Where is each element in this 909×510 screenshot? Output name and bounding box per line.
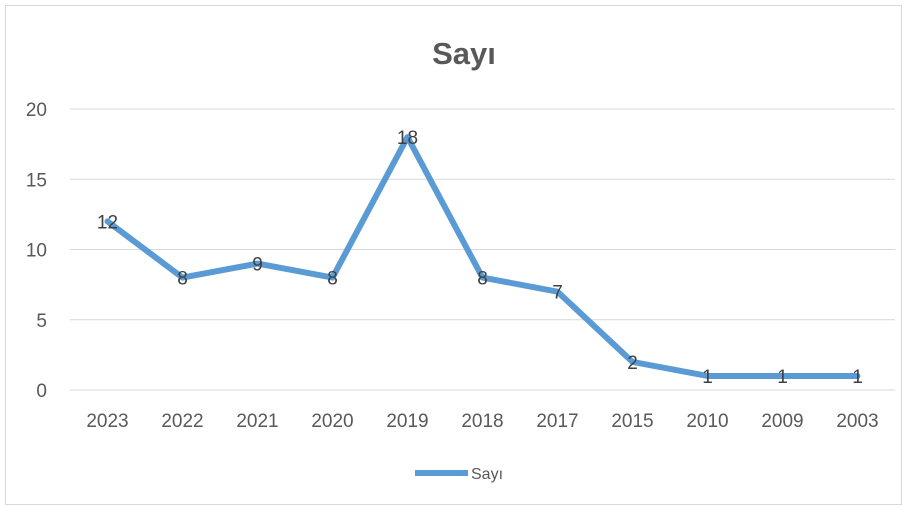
x-tick-label: 2009 (761, 411, 803, 432)
data-label: 9 (252, 255, 263, 276)
y-tick-label: 15 (26, 170, 47, 191)
data-label: 1 (702, 367, 713, 388)
data-label: 1 (852, 367, 863, 388)
x-tick-label: 2022 (161, 411, 203, 432)
x-tick-label: 2018 (461, 411, 503, 432)
data-label: 1 (777, 367, 788, 388)
y-tick-label: 0 (36, 381, 47, 402)
x-tick-label: 2019 (386, 411, 428, 432)
data-label: 8 (477, 269, 488, 290)
data-label: 12 (97, 212, 118, 233)
x-tick-label: 2020 (311, 411, 353, 432)
x-tick-label: 2003 (836, 411, 878, 432)
y-tick-label: 20 (26, 100, 47, 121)
y-tick-label: 10 (26, 241, 47, 262)
data-label: 18 (397, 128, 418, 149)
data-label: 7 (552, 283, 563, 304)
series-layer (104, 134, 861, 379)
x-tick-label: 2015 (611, 411, 653, 432)
data-label: 2 (627, 353, 638, 374)
chart-title: Sayı (432, 36, 496, 71)
x-tick-label: 2010 (686, 411, 728, 432)
y-tick-label: 5 (36, 311, 47, 332)
data-labels: 12 8 9 8 18 8 7 2 1 1 1 (97, 128, 863, 388)
data-label: 8 (177, 269, 188, 290)
gridlines (70, 108, 895, 391)
x-tick-label: 2023 (86, 411, 128, 432)
x-axis-ticks: 2023 2022 2021 2020 2019 2018 2017 2015 2010 2009… (86, 411, 878, 432)
y-axis-ticks: 0 5 10 15 20 (26, 100, 47, 402)
series-line (104, 134, 861, 379)
legend: Sayı (415, 466, 503, 483)
x-tick-label: 2021 (236, 411, 278, 432)
data-label: 8 (327, 269, 338, 290)
x-tick-label: 2017 (536, 411, 578, 432)
legend-label: Sayı (471, 466, 503, 483)
